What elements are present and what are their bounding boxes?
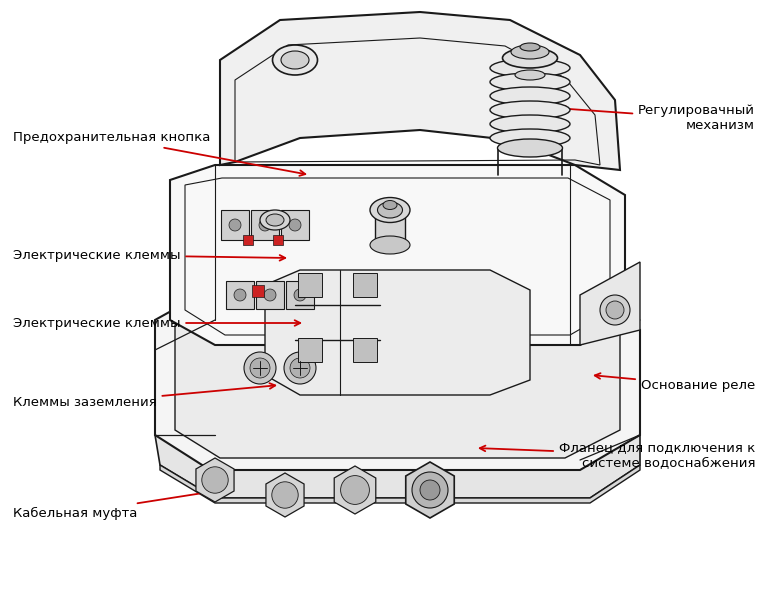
Polygon shape — [266, 473, 304, 517]
Ellipse shape — [260, 210, 290, 230]
Bar — [375, 210, 405, 245]
Circle shape — [294, 289, 306, 301]
Polygon shape — [406, 462, 454, 518]
Circle shape — [289, 219, 301, 231]
Circle shape — [272, 482, 298, 508]
Circle shape — [606, 301, 624, 319]
Ellipse shape — [520, 43, 540, 51]
Polygon shape — [170, 165, 625, 345]
Text: Основание реле: Основание реле — [594, 373, 755, 391]
Circle shape — [284, 352, 316, 384]
Text: Регулировачный
механизм: Регулировачный механизм — [560, 104, 755, 132]
Circle shape — [420, 480, 440, 500]
Circle shape — [264, 289, 276, 301]
Circle shape — [412, 472, 448, 508]
Circle shape — [234, 289, 246, 301]
Polygon shape — [265, 270, 530, 395]
Ellipse shape — [490, 101, 570, 119]
Circle shape — [244, 352, 276, 384]
Circle shape — [600, 295, 630, 325]
Ellipse shape — [266, 214, 284, 226]
Circle shape — [202, 467, 228, 493]
Polygon shape — [580, 262, 640, 345]
Ellipse shape — [273, 45, 317, 75]
Text: Электрические клеммы: Электрические клеммы — [13, 248, 285, 262]
Ellipse shape — [502, 48, 558, 68]
Ellipse shape — [498, 139, 562, 157]
Ellipse shape — [511, 45, 549, 59]
Polygon shape — [160, 465, 640, 503]
Ellipse shape — [383, 201, 397, 210]
Bar — [298, 338, 322, 362]
Circle shape — [259, 219, 271, 231]
Bar — [243, 235, 253, 245]
Polygon shape — [220, 12, 620, 170]
Polygon shape — [334, 466, 376, 514]
Text: Электрические клеммы: Электрические клеммы — [13, 316, 300, 330]
Text: Фланец для подключения к
системе водоснабжения: Фланец для подключения к системе водосна… — [480, 441, 755, 469]
Circle shape — [290, 358, 310, 378]
Text: Кабельная муфта: Кабельная муфта — [13, 487, 230, 519]
Bar — [256, 281, 284, 309]
Ellipse shape — [490, 115, 570, 133]
Bar — [251, 210, 279, 240]
Bar — [353, 338, 377, 362]
Polygon shape — [155, 435, 640, 498]
Bar — [226, 281, 254, 309]
Bar — [281, 210, 309, 240]
Ellipse shape — [490, 129, 570, 147]
Bar — [252, 285, 264, 297]
Polygon shape — [196, 458, 234, 502]
Ellipse shape — [490, 59, 570, 77]
Ellipse shape — [490, 87, 570, 105]
Circle shape — [340, 476, 369, 504]
Circle shape — [229, 219, 241, 231]
Bar — [273, 235, 283, 245]
Ellipse shape — [281, 51, 309, 69]
Bar — [221, 210, 249, 240]
Bar — [298, 273, 322, 297]
Circle shape — [250, 358, 270, 378]
Ellipse shape — [515, 70, 545, 80]
Text: Клеммы заземления: Клеммы заземления — [13, 383, 275, 410]
Text: Предохранительная кнопка: Предохранительная кнопка — [13, 132, 306, 176]
Ellipse shape — [490, 73, 570, 91]
Ellipse shape — [370, 236, 410, 254]
Ellipse shape — [370, 198, 410, 222]
Bar — [353, 273, 377, 297]
Polygon shape — [175, 305, 620, 458]
Bar — [286, 281, 314, 309]
Ellipse shape — [378, 202, 402, 218]
Polygon shape — [155, 295, 640, 470]
